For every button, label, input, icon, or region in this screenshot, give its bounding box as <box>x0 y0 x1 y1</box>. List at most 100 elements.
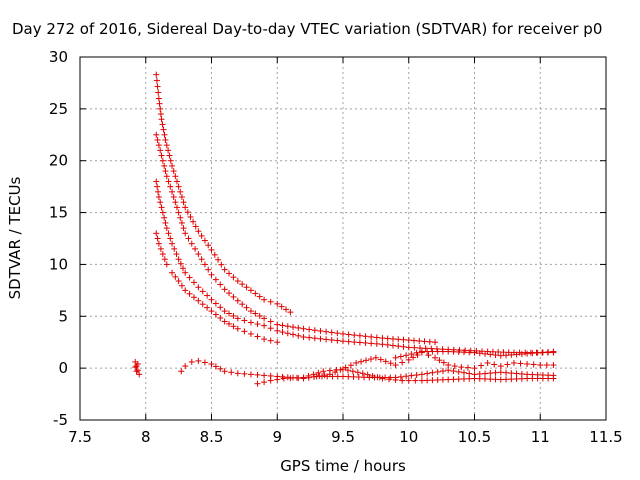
data-point <box>198 232 205 239</box>
data-point <box>154 83 161 90</box>
data-point <box>497 376 504 383</box>
data-point <box>373 334 380 341</box>
data-point <box>313 373 320 380</box>
data-point <box>492 376 499 383</box>
data-point <box>180 199 187 206</box>
data-point <box>252 310 259 317</box>
data-point <box>172 273 179 280</box>
data-point <box>199 288 206 295</box>
data-point <box>295 324 302 331</box>
data-point <box>162 219 169 226</box>
data-point <box>280 375 287 382</box>
data-point <box>328 336 335 343</box>
data-point <box>159 157 166 164</box>
data-point <box>328 329 335 336</box>
data-point <box>550 372 557 379</box>
data-point <box>230 293 237 300</box>
data-point <box>157 147 164 154</box>
data-point <box>476 370 483 377</box>
y-tick-label: 25 <box>49 100 68 118</box>
data-point <box>373 340 380 347</box>
data-point <box>230 312 237 319</box>
data-point <box>134 360 141 367</box>
data-point <box>157 199 164 206</box>
x-tick-label: 8.5 <box>200 428 224 446</box>
data-point <box>208 308 215 315</box>
data-point <box>178 368 185 375</box>
data-point <box>320 368 327 375</box>
data-point <box>192 223 199 230</box>
data-point <box>170 168 177 175</box>
data-point <box>471 365 478 372</box>
data-point <box>293 374 300 381</box>
data-point <box>226 320 233 327</box>
data-point <box>172 199 179 206</box>
data-point <box>283 306 290 313</box>
data-point <box>287 375 294 382</box>
data-point <box>450 376 457 383</box>
data-point <box>445 348 452 355</box>
data-point <box>504 361 511 368</box>
data-point <box>434 348 441 355</box>
data-point <box>186 274 193 281</box>
data-point <box>169 188 176 195</box>
data-point <box>155 142 162 149</box>
data-point <box>405 344 412 351</box>
data-point <box>243 284 250 291</box>
data-point <box>159 121 166 128</box>
data-point <box>445 367 452 374</box>
data-point <box>267 337 274 344</box>
data-point <box>159 251 166 258</box>
data-point <box>226 270 233 277</box>
data-point <box>349 368 356 375</box>
data-point <box>460 349 467 356</box>
data-point <box>287 309 294 316</box>
data-point <box>155 194 162 201</box>
data-point <box>169 269 176 276</box>
data-point <box>426 338 433 345</box>
data-point <box>424 377 431 384</box>
data-point <box>367 356 374 363</box>
data-point <box>392 354 399 361</box>
data-point <box>439 376 446 383</box>
data-point <box>345 331 352 338</box>
data-point <box>482 350 489 357</box>
data-point <box>366 374 373 381</box>
data-point <box>405 377 412 384</box>
data-point <box>267 298 274 305</box>
data-point <box>274 300 281 307</box>
data-point <box>182 269 189 276</box>
data-point <box>205 266 212 273</box>
data-point <box>471 371 478 378</box>
data-point <box>487 370 494 377</box>
data-point <box>345 338 352 345</box>
data-point <box>476 350 483 357</box>
x-tick-label: 10 <box>399 428 418 446</box>
data-point <box>389 335 396 342</box>
data-point <box>455 348 462 355</box>
data-point <box>418 348 425 355</box>
data-point <box>279 329 286 336</box>
data-point <box>167 183 174 190</box>
data-point <box>261 322 268 329</box>
data-point <box>344 367 351 374</box>
data-point <box>445 376 452 383</box>
data-point <box>218 261 225 268</box>
data-point <box>403 352 410 359</box>
data-point <box>492 369 499 376</box>
data-point <box>173 251 180 258</box>
data-point <box>169 162 176 169</box>
data-point <box>395 343 402 350</box>
data-point <box>340 366 346 373</box>
data-point <box>195 251 202 258</box>
data-point <box>405 337 412 344</box>
data-point <box>157 111 164 118</box>
data-point <box>439 368 446 375</box>
data-point <box>211 251 218 258</box>
data-point <box>247 319 254 326</box>
data-point <box>234 370 241 377</box>
data-point <box>254 371 261 378</box>
data-point <box>173 204 180 211</box>
data-point <box>178 219 185 226</box>
